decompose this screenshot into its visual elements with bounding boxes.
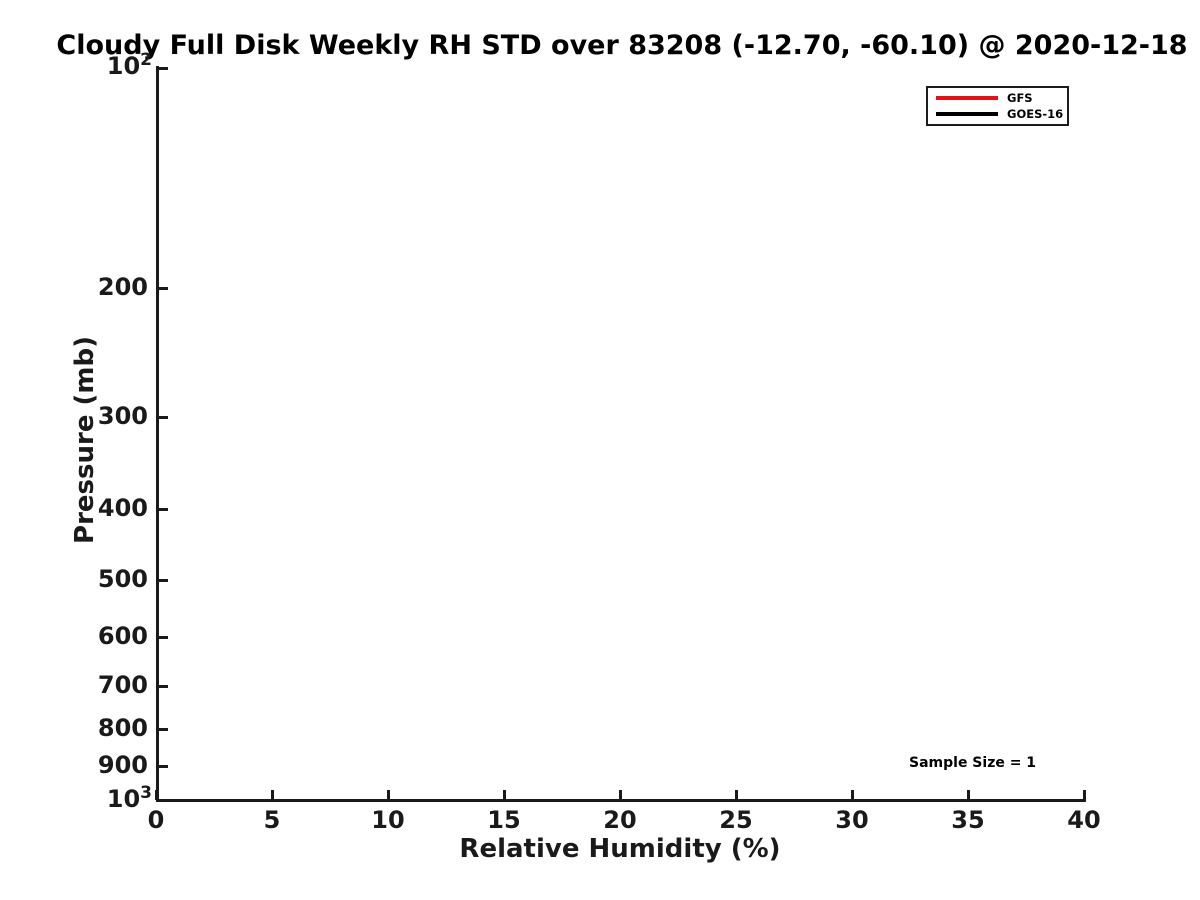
x-tick-label-25: 25 — [719, 806, 753, 834]
x-tick-mark — [1083, 789, 1086, 800]
y-tick-exponent: 3 — [140, 783, 152, 803]
x-tick-mark — [735, 789, 738, 800]
y-tick-label-400: 400 — [97, 494, 148, 522]
x-tick-mark — [967, 789, 970, 800]
y-axis-title: Pressure (mb) — [70, 336, 100, 544]
y-tick-label-700: 700 — [97, 671, 148, 699]
plot-area — [158, 66, 1085, 799]
x-tick-mark — [155, 789, 158, 800]
x-axis-title: Relative Humidity (%) — [459, 834, 781, 864]
x-tick-label-20: 20 — [603, 806, 637, 834]
y-tick-mark — [158, 798, 168, 801]
x-tick-label-0: 0 — [147, 806, 165, 834]
y-tick-mark — [158, 765, 168, 768]
gfs-line-sample — [936, 96, 998, 100]
y-tick-label-900: 900 — [97, 751, 148, 779]
y-tick-mark — [158, 67, 168, 70]
x-tick-mark — [619, 789, 622, 800]
y-tick-mark — [158, 685, 168, 688]
y-tick-base: 10 — [106, 52, 141, 80]
x-tick-mark — [851, 789, 854, 800]
x-tick-mark — [503, 789, 506, 800]
x-tick-mark — [387, 789, 390, 800]
x-tick-label-30: 30 — [835, 806, 869, 834]
x-tick-label-5: 5 — [263, 806, 281, 834]
y-tick-label-200: 200 — [97, 273, 148, 301]
y-tick-mark — [158, 728, 168, 731]
y-tick-base: 10 — [106, 785, 141, 813]
y-axis-line — [156, 66, 159, 802]
x-axis-line — [155, 799, 1086, 802]
y-tick-mark — [158, 579, 168, 582]
y-tick-label-500: 500 — [97, 565, 148, 593]
y-tick-label-600: 600 — [97, 622, 148, 650]
x-tick-label-40: 40 — [1067, 806, 1101, 834]
y-tick-mark — [158, 287, 168, 290]
x-tick-label-10: 10 — [371, 806, 405, 834]
y-tick-exponent: 2 — [140, 50, 152, 70]
x-tick-label-35: 35 — [951, 806, 985, 834]
legend-label-goes16: GOES-16 — [1007, 107, 1064, 121]
goes16-line-sample — [936, 112, 998, 116]
y-tick-label-300: 300 — [97, 402, 148, 430]
y-tick-label-1000: 103 — [58, 785, 152, 814]
chart-title: Cloudy Full Disk Weekly RH STD over 8320… — [56, 30, 1188, 61]
y-tick-mark — [158, 636, 168, 639]
sample-size-annotation: Sample Size = 1 — [909, 755, 1037, 771]
y-tick-label-800: 800 — [97, 714, 148, 742]
y-tick-mark — [158, 508, 168, 511]
legend-entry-goes16: GOES-16 — [936, 107, 1064, 121]
y-tick-mark — [158, 416, 168, 419]
legend-label-gfs: GFS — [1007, 91, 1033, 105]
x-tick-mark — [271, 789, 274, 800]
legend-box: GFS GOES-16 — [926, 86, 1069, 126]
legend-entry-gfs: GFS — [936, 92, 1060, 104]
x-tick-label-15: 15 — [487, 806, 521, 834]
y-tick-label-100: 102 — [58, 52, 152, 81]
